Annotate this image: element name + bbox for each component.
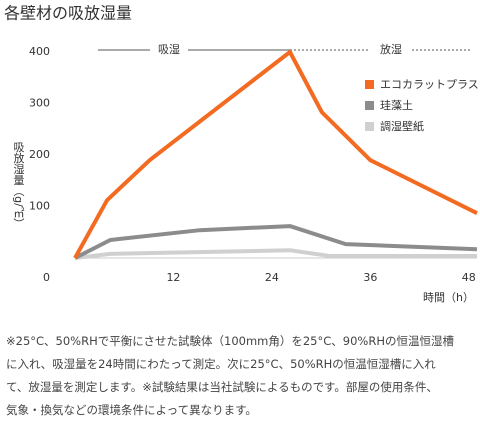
annotation: 放湿 <box>380 42 402 56</box>
x-tick-label: 48 <box>462 271 476 284</box>
y-tick-label: 0 <box>43 271 50 284</box>
x-axis-label: 時間（h） <box>423 291 474 304</box>
legend-swatch <box>365 101 374 110</box>
y-axis-label: 吸放湿量（g/㎡） <box>12 141 25 229</box>
y-tick-label: 400 <box>29 45 50 58</box>
x-tick-label: 36 <box>363 271 377 284</box>
line <box>74 224 478 260</box>
footnote-line: に入れ、吸湿量を24時間にわたって測定。次に25°C、50%RHの恒温恒湿槽に入… <box>6 357 436 371</box>
footnote-line: て、放湿量を測定します。※試験結果は当社試験によるものです。部屋の使用条件、 <box>6 380 438 394</box>
line <box>74 248 477 260</box>
footnote-line: 気象・換気などの環境条件によって異なります。 <box>6 403 257 417</box>
line <box>73 50 478 259</box>
chart: 各壁材の吸放湿量 時間（h） 吸放湿量（g/㎡） 0 100 200 300 400 12… <box>4 4 479 305</box>
x-tick-label: 24 <box>265 271 279 284</box>
chart-title: 各壁材の吸放湿量 <box>4 4 132 23</box>
legend-label: 珪藻土 <box>380 98 413 112</box>
footnote: ※25°C、50%RHで平衡にさせた試験体（100mm角）を25°C、90%RH… <box>6 330 478 422</box>
y-tick-label: 200 <box>29 148 50 161</box>
legend-swatch <box>365 80 374 89</box>
y-tick-label: 100 <box>29 200 50 213</box>
legend-swatch <box>365 122 374 131</box>
footnote-line: ※25°C、50%RHで平衡にさせた試験体（100mm角）を25°C、90%RH… <box>6 334 454 348</box>
annotation: 吸湿 <box>158 43 180 56</box>
legend-label: エコカラットプラス <box>380 78 479 91</box>
y-tick-label: 300 <box>29 97 50 110</box>
legend-label: 調湿壁紙 <box>380 119 424 133</box>
x-tick-label: 12 <box>166 271 180 284</box>
